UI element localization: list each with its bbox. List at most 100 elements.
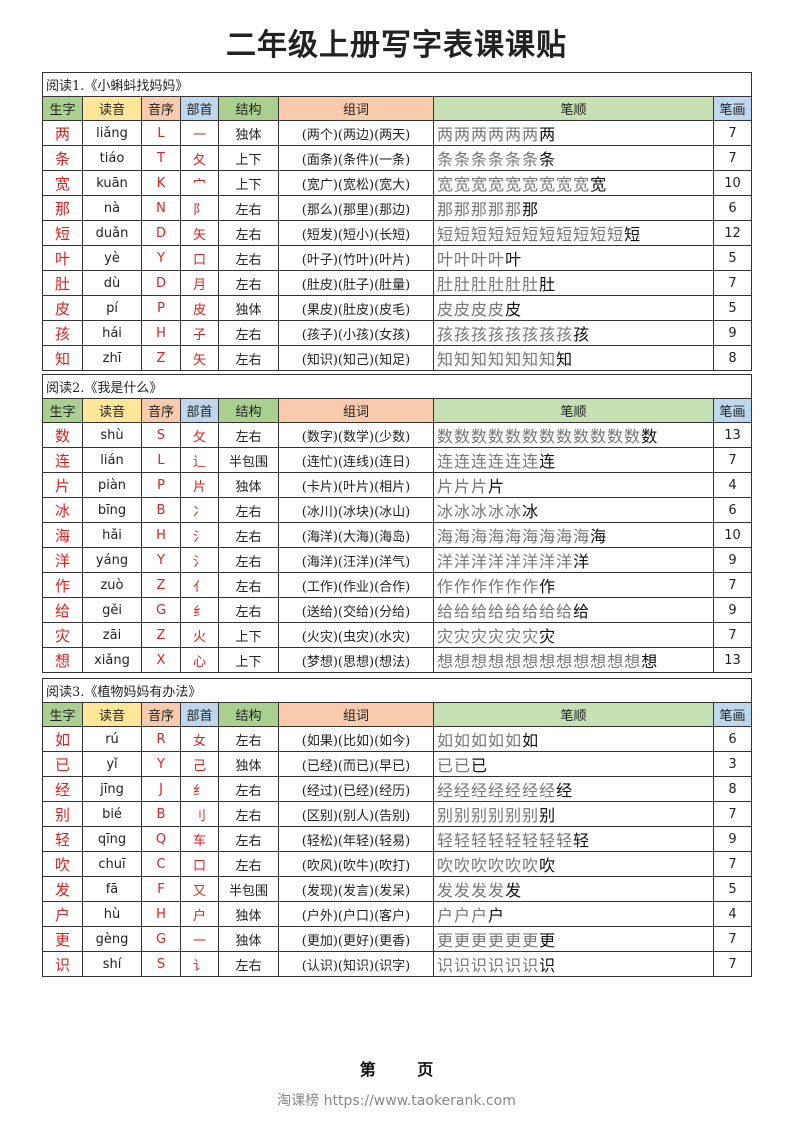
stroke-order: 发发发发发 (433, 876, 714, 902)
structure: 左右 (218, 245, 279, 271)
stroke-step-glyph: 短 (488, 225, 506, 244)
stroke-order: 那那那那那那 (433, 195, 714, 221)
section-caption: 阅读1.《小蝌蚪找妈妈》 (41, 72, 753, 97)
stroke-step-glyph: 轻 (556, 831, 574, 850)
stroke-step-glyph: 肚 (437, 275, 455, 294)
character: 宽 (42, 170, 83, 196)
stroke-count: 12 (712, 220, 753, 246)
stroke-count: 7 (712, 572, 753, 598)
stroke-step-glyph: 知 (488, 350, 506, 369)
word-groups: (工作)(作业)(合作) (278, 572, 434, 598)
stroke-step-glyph: 给 (471, 602, 489, 621)
column-header: 生字 (42, 398, 83, 423)
character: 海 (42, 522, 83, 548)
stroke-step-glyph: 经 (454, 781, 472, 800)
pinyin: zuò (82, 572, 142, 598)
stroke-step-glyph: 数 (539, 427, 557, 446)
page-suffix: 页 (417, 1060, 434, 1079)
table-row: 已 yǐ Y 己 独体 (已经)(而已)(早已) 已已已 3 (42, 751, 753, 777)
initial-letter: X (141, 647, 181, 673)
stroke-step-glyph: 想 (488, 652, 506, 671)
initial-letter: Y (141, 547, 181, 573)
radical: 辶 (180, 447, 219, 473)
stroke-step-glyph: 数 (505, 427, 523, 446)
stroke-count: 6 (712, 726, 753, 752)
section-caption: 阅读2.《我是什么》 (41, 374, 753, 399)
initial-letter: P (141, 295, 181, 321)
writing-table-1: 阅读1.《小蝌蚪找妈妈》 生字 读音 音序 部首 结构 组词 笔顺 笔画 两 liǎng L 一… (41, 72, 753, 371)
column-header: 笔顺 (433, 96, 714, 121)
character: 皮 (42, 295, 83, 321)
initial-letter: D (141, 270, 181, 296)
stroke-step-glyph: 孩 (573, 325, 591, 344)
stroke-step-glyph: 宽 (505, 175, 523, 194)
radical: 子 (180, 320, 219, 346)
word-groups: (肚皮)(肚子)(肚量) (278, 270, 434, 296)
stroke-step-glyph: 皮 (454, 300, 472, 319)
stroke-order: 想想想想想想想想想想想想想 (433, 647, 714, 673)
stroke-step-glyph: 连 (471, 452, 489, 471)
column-header: 音序 (141, 398, 181, 423)
stroke-step-glyph: 吹 (522, 856, 540, 875)
stroke-step-glyph: 作 (488, 577, 506, 596)
character: 洋 (42, 547, 83, 573)
stroke-step-glyph: 冰 (471, 502, 489, 521)
pinyin: hǎi (82, 522, 142, 548)
stroke-step-glyph: 数 (488, 427, 506, 446)
stroke-order: 肚肚肚肚肚肚肚 (433, 270, 714, 296)
stroke-step-glyph: 别 (437, 806, 455, 825)
structure: 半包围 (218, 447, 279, 473)
stroke-count: 9 (712, 547, 753, 573)
stroke-step-glyph: 宽 (556, 175, 574, 194)
column-header: 部首 (180, 96, 219, 121)
stroke-step-glyph: 两 (505, 125, 523, 144)
stroke-step-glyph: 灾 (488, 627, 506, 646)
table-row: 那 nà N 阝 左右 (那么)(那里)(那边) 那那那那那那 6 (42, 195, 753, 221)
table-row: 片 piàn P 片 独体 (卡片)(叶片)(相片) 片片片片 4 (42, 472, 753, 498)
stroke-order: 孩孩孩孩孩孩孩孩孩 (433, 320, 714, 346)
stroke-step-glyph: 短 (624, 225, 642, 244)
stroke-step-glyph: 洋 (556, 552, 574, 571)
radical: 皮 (180, 295, 219, 321)
stroke-count: 10 (712, 522, 753, 548)
stroke-step-glyph: 经 (522, 781, 540, 800)
stroke-step-glyph: 别 (488, 806, 506, 825)
stroke-step-glyph: 户 (471, 906, 489, 925)
pinyin: chuī (82, 851, 142, 877)
character: 发 (42, 876, 83, 902)
structure: 左右 (218, 572, 279, 598)
structure: 左右 (218, 547, 279, 573)
column-header: 笔顺 (433, 398, 714, 423)
page-number-line: 第 页 (0, 1056, 793, 1080)
table-row: 吹 chuī C 口 左右 (吹风)(吹牛)(吹打) 吹吹吹吹吹吹吹 7 (42, 851, 753, 877)
column-header: 生字 (42, 96, 83, 121)
stroke-step-glyph: 发 (437, 881, 455, 900)
word-groups: (宽广)(宽松)(宽大) (278, 170, 434, 196)
structure: 左右 (218, 597, 279, 623)
stroke-step-glyph: 叶 (437, 250, 455, 269)
character: 冰 (42, 497, 83, 523)
stroke-step-glyph: 海 (522, 527, 540, 546)
column-header: 组词 (278, 96, 434, 121)
stroke-step-glyph: 皮 (488, 300, 506, 319)
stroke-step-glyph: 轻 (522, 831, 540, 850)
word-groups: (火灾)(虫灾)(水灾) (278, 622, 434, 648)
stroke-step-glyph: 作 (539, 577, 557, 596)
stroke-step-glyph: 那 (471, 200, 489, 219)
stroke-step-glyph: 两 (471, 125, 489, 144)
stroke-step-glyph: 轻 (454, 831, 472, 850)
stroke-step-glyph: 更 (539, 931, 557, 950)
character: 识 (42, 951, 83, 977)
stroke-step-glyph: 连 (505, 452, 523, 471)
word-groups: (海洋)(汪洋)(洋气) (278, 547, 434, 573)
stroke-step-glyph: 连 (437, 452, 455, 471)
stroke-count: 5 (712, 876, 753, 902)
stroke-step-glyph: 海 (437, 527, 455, 546)
table-row: 作 zuò Z 亻 左右 (工作)(作业)(合作) 作作作作作作作 7 (42, 572, 753, 598)
structure: 左右 (218, 851, 279, 877)
stroke-step-glyph: 知 (471, 350, 489, 369)
character: 知 (42, 345, 83, 371)
radical: 氵 (180, 547, 219, 573)
structure: 左右 (218, 195, 279, 221)
stroke-step-glyph: 轻 (437, 831, 455, 850)
